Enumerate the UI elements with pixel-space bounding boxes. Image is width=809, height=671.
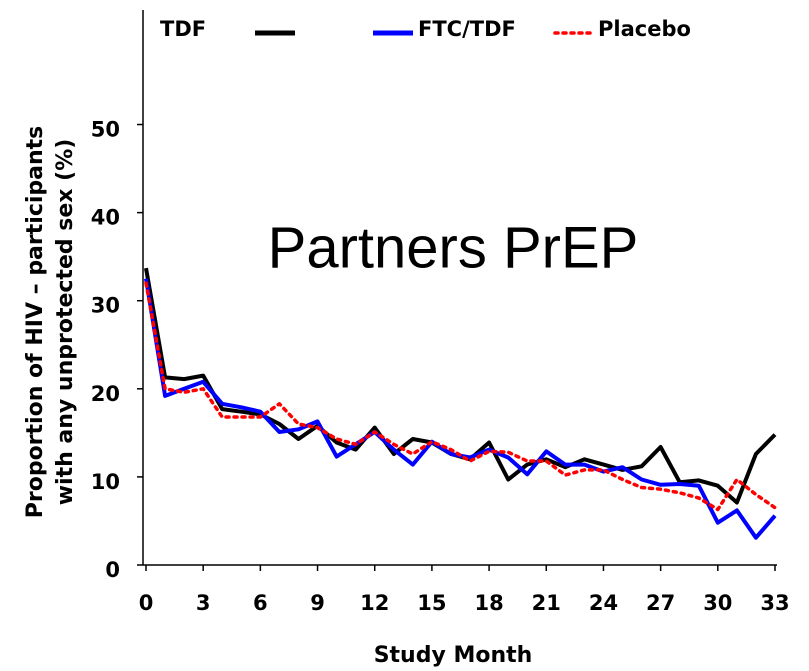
x-tick-label: 18 xyxy=(474,591,503,615)
y-axis-title: Proportion of HIV – participants xyxy=(23,126,48,519)
x-tick-label: 6 xyxy=(253,591,268,615)
series-line xyxy=(144,278,777,540)
x-tick-label: 0 xyxy=(139,591,154,615)
x-tick-label: 12 xyxy=(360,591,389,615)
x-tick-label: 21 xyxy=(532,591,561,615)
y-axis-title: with any unprotected sex (%) xyxy=(53,139,78,506)
series-line xyxy=(144,281,777,512)
annotation: Partners PrEP xyxy=(268,215,639,280)
x-tick-label: 24 xyxy=(589,591,618,615)
x-tick-label: 27 xyxy=(646,591,675,615)
y-tick-label: 50 xyxy=(91,118,120,142)
series-line xyxy=(144,267,777,505)
legend-label: FTC/TDF xyxy=(418,17,516,41)
x-axis-title: Study Month xyxy=(374,643,533,668)
y-tick-label: 0 xyxy=(105,558,120,582)
y-tick-label: 40 xyxy=(91,206,120,230)
x-tick-label: 33 xyxy=(760,591,789,615)
x-tick-label: 15 xyxy=(417,591,446,615)
legend-label: Placebo xyxy=(598,17,691,41)
x-tick-label: 9 xyxy=(310,591,325,615)
y-tick-label: 30 xyxy=(91,294,120,318)
x-tick-label: 3 xyxy=(196,591,211,615)
y-tick-label: 10 xyxy=(91,470,120,494)
x-tick-label: 30 xyxy=(703,591,732,615)
y-tick-label: 20 xyxy=(91,382,120,406)
legend-label: TDF xyxy=(160,17,206,41)
